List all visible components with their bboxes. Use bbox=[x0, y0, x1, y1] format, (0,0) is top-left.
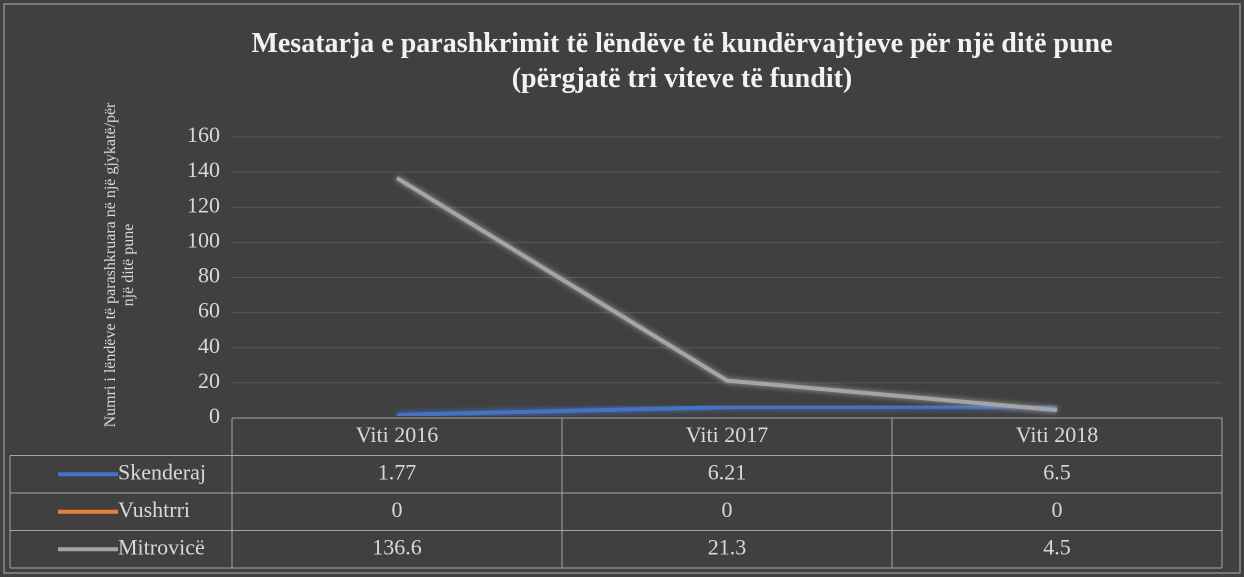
chart-title: Mesatarja e parashkrimit të lëndëve të k… bbox=[251, 28, 1113, 94]
y-tick-label: 60 bbox=[198, 298, 220, 323]
table-value: 21.3 bbox=[708, 534, 747, 559]
y-tick-label: 100 bbox=[187, 227, 220, 252]
y-tick-label: 80 bbox=[198, 263, 220, 288]
y-tick-label: 120 bbox=[187, 192, 220, 217]
x-tick-label: Viti 2017 bbox=[686, 422, 768, 447]
table-value: 1.77 bbox=[378, 459, 417, 484]
table-value: 6.21 bbox=[708, 459, 747, 484]
y-tick-label: 160 bbox=[187, 122, 220, 147]
chart-border bbox=[3, 3, 1241, 574]
x-tick-label: Viti 2016 bbox=[356, 422, 438, 447]
table-value: 4.5 bbox=[1043, 534, 1071, 559]
legend-label: Vushtrri bbox=[118, 497, 190, 522]
y-axis-label: Numri i lëndëve të parashkruara në një g… bbox=[102, 102, 137, 428]
x-tick-label: Viti 2018 bbox=[1016, 422, 1098, 447]
table-value: 0 bbox=[1052, 497, 1063, 522]
table-value: 0 bbox=[722, 497, 733, 522]
table-value: 0 bbox=[392, 497, 403, 522]
y-tick-label: 40 bbox=[198, 333, 220, 358]
series-line bbox=[396, 404, 1058, 417]
legend-label: Skenderaj bbox=[118, 459, 206, 484]
series-line bbox=[395, 176, 1058, 413]
table-value: 6.5 bbox=[1043, 459, 1071, 484]
table-value: 136.6 bbox=[372, 534, 422, 559]
legend-label: Mitrovicë bbox=[118, 534, 205, 559]
y-tick-label: 0 bbox=[209, 403, 220, 428]
y-tick-label: 20 bbox=[198, 368, 220, 393]
y-tick-label: 140 bbox=[187, 157, 220, 182]
